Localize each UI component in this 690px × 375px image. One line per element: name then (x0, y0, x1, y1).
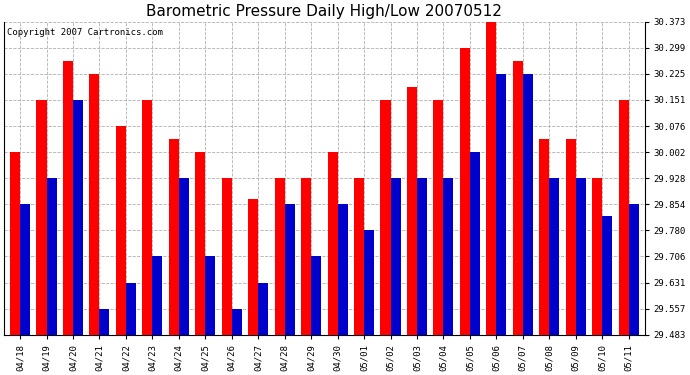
Bar (549, 178, 560, 335)
Bar (116, 126, 126, 335)
Bar (460, 48, 470, 335)
Bar (152, 256, 162, 335)
Bar (46, 178, 57, 335)
Bar (364, 230, 374, 335)
Bar (513, 61, 523, 335)
Bar (566, 139, 575, 335)
Bar (195, 152, 206, 335)
Bar (380, 100, 391, 335)
Bar (221, 178, 232, 335)
Bar (575, 178, 586, 335)
Bar (37, 100, 46, 335)
Bar (285, 204, 295, 335)
Bar (179, 178, 189, 335)
Bar (232, 309, 241, 335)
Bar (523, 74, 533, 335)
Bar (337, 204, 348, 335)
Bar (444, 178, 453, 335)
Title: Barometric Pressure Daily High/Low 20070512: Barometric Pressure Daily High/Low 20070… (146, 4, 502, 19)
Bar (126, 283, 136, 335)
Bar (301, 178, 311, 335)
Bar (90, 74, 99, 335)
Bar (248, 199, 258, 335)
Bar (407, 87, 417, 335)
Bar (258, 283, 268, 335)
Bar (486, 22, 496, 335)
Bar (602, 216, 612, 335)
Bar (433, 100, 444, 335)
Bar (275, 178, 285, 335)
Bar (206, 256, 215, 335)
Bar (20, 204, 30, 335)
Bar (311, 256, 321, 335)
Bar (328, 152, 337, 335)
Bar (629, 204, 639, 335)
Bar (142, 100, 152, 335)
Bar (496, 74, 506, 335)
Bar (99, 309, 110, 335)
Bar (417, 178, 427, 335)
Bar (10, 152, 20, 335)
Bar (73, 100, 83, 335)
Bar (354, 178, 364, 335)
Bar (592, 178, 602, 335)
Bar (540, 139, 549, 335)
Bar (391, 178, 401, 335)
Bar (619, 100, 629, 335)
Bar (169, 139, 179, 335)
Bar (63, 61, 73, 335)
Text: Copyright 2007 Cartronics.com: Copyright 2007 Cartronics.com (8, 28, 164, 37)
Bar (470, 152, 480, 335)
